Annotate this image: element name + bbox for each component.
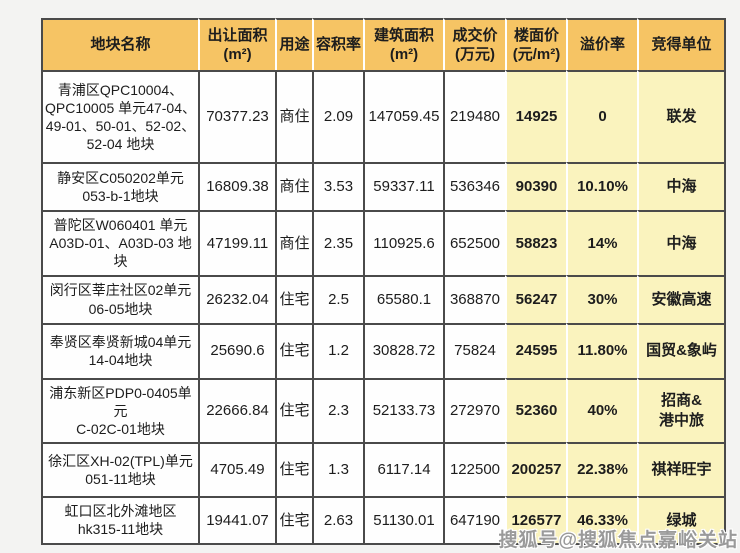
cell-deal-price: 219480 [443,70,505,162]
table-row: 徐汇区XH-02(TPL)单元 051-11地块 4705.49 住宅 1.3 … [41,442,726,497]
cell-transfer-area: 22666.84 [198,377,275,443]
cell-parcel-name: 浦东新区PDP0-0405单元 C-02C-01地块 [41,377,198,443]
cell-winner: 国贸&象屿 [637,322,726,378]
cell-use: 住宅 [275,377,312,443]
cell-premium-rate: 14% [566,210,637,275]
cell-floor-price: 90390 [505,162,566,210]
cell-use: 住宅 [275,496,312,545]
cell-parcel-name: 青浦区QPC10004、 QPC10005 单元47-04、 49-01、50-… [41,70,198,162]
cell-premium-rate: 10.10% [566,162,637,210]
table-row: 奉贤区奉贤新城04单元 14-04地块 25690.6 住宅 1.2 30828… [41,322,726,378]
cell-plot-ratio: 1.3 [312,442,363,497]
cell-use: 商住 [275,70,312,162]
cell-built-area: 6117.14 [363,442,443,497]
cell-floor-price: 52360 [505,377,566,443]
watermark-text: 搜狐号@搜狐焦点嘉峪关站 [498,530,738,551]
cell-use: 住宅 [275,442,312,497]
cell-winner: 中海 [637,210,726,275]
cell-deal-price: 75824 [443,322,505,378]
cell-deal-price: 536346 [443,162,505,210]
cell-deal-price: 122500 [443,442,505,497]
table-row: 虹口区北外滩地区 hk315-11地块 19441.07 住宅 2.63 511… [41,496,726,545]
cell-transfer-area: 16809.38 [198,162,275,210]
cell-built-area: 147059.45 [363,70,443,162]
cell-parcel-name: 徐汇区XH-02(TPL)单元 051-11地块 [41,442,198,497]
cell-premium-rate: 11.80% [566,322,637,378]
cell-plot-ratio: 2.09 [312,70,363,162]
cell-transfer-area: 25690.6 [198,322,275,378]
cell-transfer-area: 47199.11 [198,210,275,275]
cell-use: 住宅 [275,322,312,378]
cell-built-area: 51130.01 [363,496,443,545]
cell-winner: 联发 [637,70,726,162]
table-row: 闵行区莘庄社区02单元 06-05地块 26232.04 住宅 2.5 6558… [41,274,726,323]
header-built-area: 建筑面积 (m²) [363,18,443,70]
cell-plot-ratio: 2.63 [312,496,363,545]
table-row: 浦东新区PDP0-0405单元 C-02C-01地块 22666.84 住宅 2… [41,377,726,443]
table-row: 青浦区QPC10004、 QPC10005 单元47-04、 49-01、50-… [41,70,726,162]
header-floor-price: 楼面价 (元/m²) [505,18,566,70]
cell-transfer-area: 70377.23 [198,70,275,162]
cell-transfer-area: 4705.49 [198,442,275,497]
cell-floor-price: 56247 [505,274,566,323]
header-parcel-name: 地块名称 [41,18,198,70]
cell-floor-price: 24595 [505,322,566,378]
cell-premium-rate: 40% [566,377,637,443]
cell-parcel-name: 虹口区北外滩地区 hk315-11地块 [41,496,198,545]
cell-winner: 招商& 港中旅 [637,377,726,443]
cell-parcel-name: 静安区C050202单元 053-b-1地块 [41,162,198,210]
header-premium-rate: 溢价率 [566,18,637,70]
header-transfer-area: 出让面积 (m²) [198,18,275,70]
cell-premium-rate: 0 [566,70,637,162]
table-row: 静安区C050202单元 053-b-1地块 16809.38 商住 3.53 … [41,162,726,210]
cell-built-area: 59337.11 [363,162,443,210]
header-winner: 竞得单位 [637,18,726,70]
cell-premium-rate: 46.33% [566,496,637,545]
cell-plot-ratio: 1.2 [312,322,363,378]
header-use: 用途 [275,18,312,70]
cell-built-area: 52133.73 [363,377,443,443]
cell-winner: 绿城 [637,496,726,545]
cell-deal-price: 272970 [443,377,505,443]
cell-winner: 安徽高速 [637,274,726,323]
cell-parcel-name: 闵行区莘庄社区02单元 06-05地块 [41,274,198,323]
cell-floor-price: 58823 [505,210,566,275]
cell-parcel-name: 奉贤区奉贤新城04单元 14-04地块 [41,322,198,378]
land-sales-table: 地块名称 出让面积 (m²) 用途 容积率 建筑面积 (m²) 成交价 (万元)… [41,18,726,545]
header-plot-ratio: 容积率 [312,18,363,70]
cell-premium-rate: 22.38% [566,442,637,497]
cell-plot-ratio: 2.5 [312,274,363,323]
header-deal-price: 成交价 (万元) [443,18,505,70]
cell-use: 商住 [275,162,312,210]
cell-transfer-area: 26232.04 [198,274,275,323]
cell-deal-price: 368870 [443,274,505,323]
cell-parcel-name: 普陀区W060401 单元 A03D-01、A03D-03 地块 [41,210,198,275]
cell-deal-price: 647190 [443,496,505,545]
cell-built-area: 30828.72 [363,322,443,378]
cell-plot-ratio: 2.3 [312,377,363,443]
cell-use: 住宅 [275,274,312,323]
cell-floor-price: 14925 [505,70,566,162]
cell-plot-ratio: 3.53 [312,162,363,210]
cell-built-area: 110925.6 [363,210,443,275]
cell-plot-ratio: 2.35 [312,210,363,275]
cell-premium-rate: 30% [566,274,637,323]
table-header-row: 地块名称 出让面积 (m²) 用途 容积率 建筑面积 (m²) 成交价 (万元)… [41,18,726,70]
cell-built-area: 65580.1 [363,274,443,323]
cell-winner: 中海 [637,162,726,210]
cell-winner: 祺祥旺宇 [637,442,726,497]
table-row: 普陀区W060401 单元 A03D-01、A03D-03 地块 47199.1… [41,210,726,275]
cell-transfer-area: 19441.07 [198,496,275,545]
cell-use: 商住 [275,210,312,275]
cell-floor-price: 126577 [505,496,566,545]
cell-deal-price: 652500 [443,210,505,275]
cell-floor-price: 200257 [505,442,566,497]
